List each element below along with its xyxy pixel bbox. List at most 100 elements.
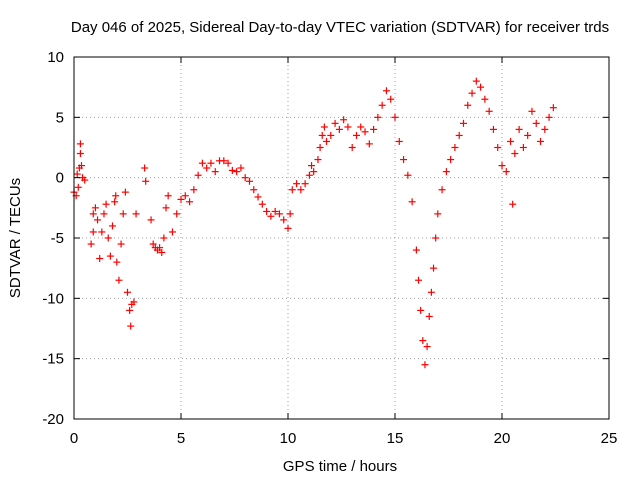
data-point bbox=[451, 144, 459, 151]
data-point bbox=[545, 113, 553, 121]
data-point bbox=[297, 186, 305, 194]
x-tick-label: 0 bbox=[70, 430, 78, 447]
data-point bbox=[434, 210, 442, 218]
data-point bbox=[117, 240, 125, 248]
data-point bbox=[87, 240, 95, 248]
data-point bbox=[177, 195, 185, 203]
data-point bbox=[186, 198, 194, 206]
data-point bbox=[76, 150, 84, 158]
x-tick-label: 15 bbox=[387, 430, 404, 447]
data-point bbox=[316, 144, 324, 151]
data-point bbox=[149, 240, 157, 248]
data-point bbox=[258, 200, 266, 208]
data-point bbox=[124, 288, 131, 296]
data-point bbox=[421, 361, 429, 369]
data-point bbox=[310, 168, 318, 176]
data-point bbox=[549, 104, 557, 112]
data-point bbox=[89, 228, 97, 236]
data-point bbox=[73, 170, 81, 178]
data-point bbox=[198, 159, 206, 167]
x-tick-label: 5 bbox=[177, 430, 185, 447]
data-point bbox=[387, 95, 395, 103]
data-point bbox=[181, 192, 189, 200]
data-point bbox=[314, 156, 322, 164]
data-point bbox=[254, 193, 262, 201]
data-point bbox=[352, 131, 360, 139]
data-point bbox=[233, 168, 241, 176]
data-point bbox=[102, 200, 110, 208]
data-point bbox=[245, 177, 253, 185]
data-point bbox=[370, 125, 378, 133]
x-tick-label: 20 bbox=[494, 430, 511, 447]
data-point bbox=[113, 258, 121, 266]
data-point bbox=[158, 248, 166, 256]
data-point bbox=[519, 144, 527, 151]
y-tick-label: 0 bbox=[56, 170, 64, 187]
data-point bbox=[91, 204, 99, 212]
data-point bbox=[267, 212, 275, 220]
data-point bbox=[104, 234, 112, 242]
data-point bbox=[263, 207, 271, 215]
data-point bbox=[502, 168, 510, 176]
data-point bbox=[524, 131, 532, 139]
data-point bbox=[224, 159, 232, 167]
data-point bbox=[127, 322, 135, 330]
y-tick-label: -20 bbox=[42, 411, 64, 428]
data-point bbox=[109, 222, 117, 230]
data-point bbox=[74, 183, 82, 191]
data-point bbox=[361, 128, 369, 136]
data-point bbox=[141, 164, 149, 172]
data-point bbox=[430, 264, 438, 272]
data-point bbox=[423, 343, 431, 351]
data-point bbox=[121, 188, 129, 196]
data-point bbox=[228, 166, 236, 174]
data-point bbox=[374, 113, 382, 121]
y-tick-label: -10 bbox=[42, 290, 64, 307]
data-points bbox=[70, 77, 557, 369]
data-point bbox=[190, 186, 198, 194]
data-point bbox=[308, 162, 316, 170]
data-point bbox=[323, 137, 331, 145]
data-point bbox=[111, 198, 119, 206]
data-point bbox=[96, 255, 104, 263]
data-point bbox=[286, 210, 294, 218]
data-point bbox=[344, 123, 352, 131]
data-point bbox=[112, 192, 120, 200]
data-point bbox=[438, 186, 446, 194]
data-point bbox=[382, 87, 390, 95]
data-point bbox=[417, 306, 425, 314]
data-point bbox=[106, 252, 114, 260]
data-point bbox=[515, 125, 523, 133]
data-point bbox=[541, 125, 549, 133]
data-point bbox=[459, 119, 467, 127]
data-point bbox=[142, 177, 150, 185]
data-point bbox=[203, 164, 211, 172]
data-point bbox=[76, 140, 84, 148]
data-point bbox=[537, 137, 545, 145]
data-point bbox=[156, 244, 164, 252]
data-point bbox=[207, 159, 215, 167]
data-point bbox=[357, 123, 365, 131]
data-point bbox=[412, 246, 420, 254]
data-point bbox=[532, 119, 540, 127]
data-point bbox=[481, 95, 489, 103]
data-point bbox=[395, 137, 403, 145]
data-point bbox=[162, 204, 170, 212]
data-point bbox=[288, 186, 296, 194]
x-axis-label: GPS time / hours bbox=[283, 458, 397, 475]
data-point bbox=[348, 144, 356, 151]
data-point bbox=[447, 156, 455, 164]
data-point bbox=[168, 228, 176, 236]
data-point bbox=[164, 192, 172, 200]
data-point bbox=[89, 210, 97, 218]
data-point bbox=[391, 113, 399, 121]
y-tick-label: 5 bbox=[56, 109, 64, 126]
data-point bbox=[419, 337, 427, 345]
x-tick-label: 10 bbox=[280, 430, 297, 447]
data-point bbox=[237, 164, 245, 172]
y-axis-label: SDTVAR / TECUs bbox=[7, 178, 24, 298]
data-point bbox=[100, 210, 108, 218]
data-point bbox=[132, 210, 140, 218]
data-point bbox=[194, 171, 202, 179]
